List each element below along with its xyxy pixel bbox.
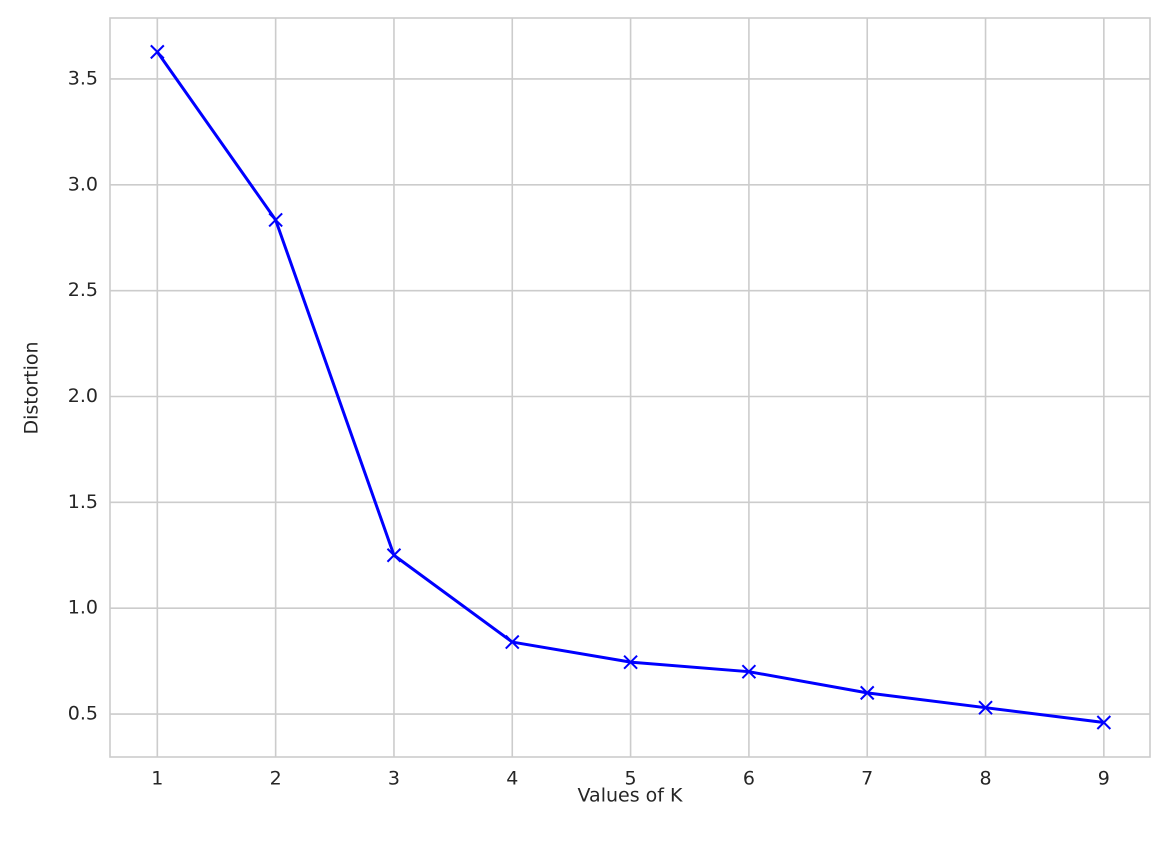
x-tick-label: 3 bbox=[388, 768, 400, 790]
y-tick-label: 0.5 bbox=[68, 703, 98, 725]
marker bbox=[268, 212, 283, 228]
x-tick-label: 9 bbox=[1098, 768, 1110, 790]
x-tick-label: 6 bbox=[743, 768, 755, 790]
x-tick-label: 1 bbox=[151, 768, 163, 790]
marker bbox=[1096, 715, 1112, 730]
y-tick-label: 2.5 bbox=[68, 279, 98, 301]
marker bbox=[386, 548, 402, 563]
y-tick-label: 1.5 bbox=[68, 491, 98, 513]
x-tick-label: 2 bbox=[270, 768, 282, 790]
y-tick-label: 3.5 bbox=[68, 67, 98, 89]
marker bbox=[623, 654, 638, 670]
marker bbox=[505, 634, 520, 650]
x-axis-label: Values of K bbox=[578, 785, 683, 807]
marker bbox=[150, 44, 165, 60]
x-tick-label: 8 bbox=[979, 768, 991, 790]
marker bbox=[860, 685, 875, 701]
x-tick-label: 5 bbox=[625, 768, 637, 790]
y-axis-label: Distortion bbox=[21, 341, 43, 434]
x-tick-label: 7 bbox=[861, 768, 873, 790]
marker bbox=[978, 700, 993, 715]
marker bbox=[741, 664, 757, 679]
y-tick-label: 3.0 bbox=[68, 173, 98, 195]
x-tick-label: 4 bbox=[506, 768, 518, 790]
y-tick-label: 2.0 bbox=[68, 385, 98, 407]
y-tick-label: 1.0 bbox=[68, 597, 98, 619]
